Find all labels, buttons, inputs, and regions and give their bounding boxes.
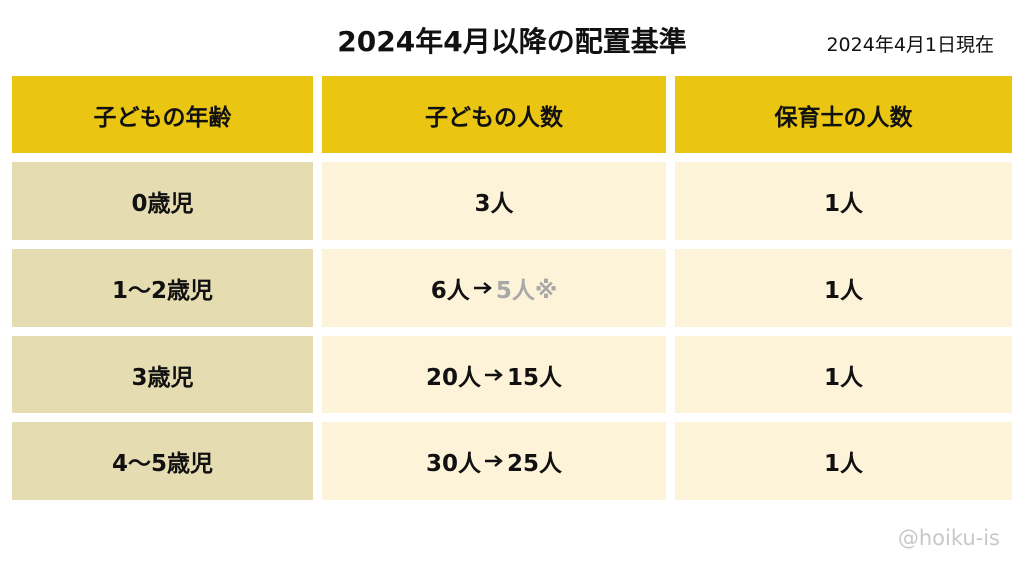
header-cell: 子どもの人数 [322,76,666,153]
cell: 6人 5人※ [322,249,666,327]
before-count: 6人 [430,278,470,304]
header-cell: 子どもの年齢 [12,76,313,153]
cell: 1人 [675,249,1012,327]
cell: 1人 [675,422,1012,500]
cell: 1〜2歳児 [12,249,313,327]
arrow [485,455,503,467]
before-count: 30人 [425,451,481,477]
header-cell: 保育士の人数 [675,76,1012,153]
cell: 30人 25人 [322,422,666,500]
cell: 20人 15人 [322,336,666,413]
after-count: 5人※ [495,278,558,304]
title: 2024年4月以降の配置基準 [337,25,687,58]
after-count: 25人 [507,451,563,477]
arrow [485,368,503,381]
cell: 1人 [675,336,1012,413]
cell: 3歳児 [12,336,313,413]
cell: 0歳児 [12,162,313,240]
date: 2024年4月1日現在 [826,34,994,56]
credit: @hoiku-is [897,526,1000,550]
cell: 3人 [322,162,666,240]
before-count: 20人 [425,364,481,391]
after-count: 15人 [507,364,563,391]
arrow [473,282,492,294]
cell: 4〜5歳児 [12,422,313,500]
cell: 1人 [675,162,1012,240]
